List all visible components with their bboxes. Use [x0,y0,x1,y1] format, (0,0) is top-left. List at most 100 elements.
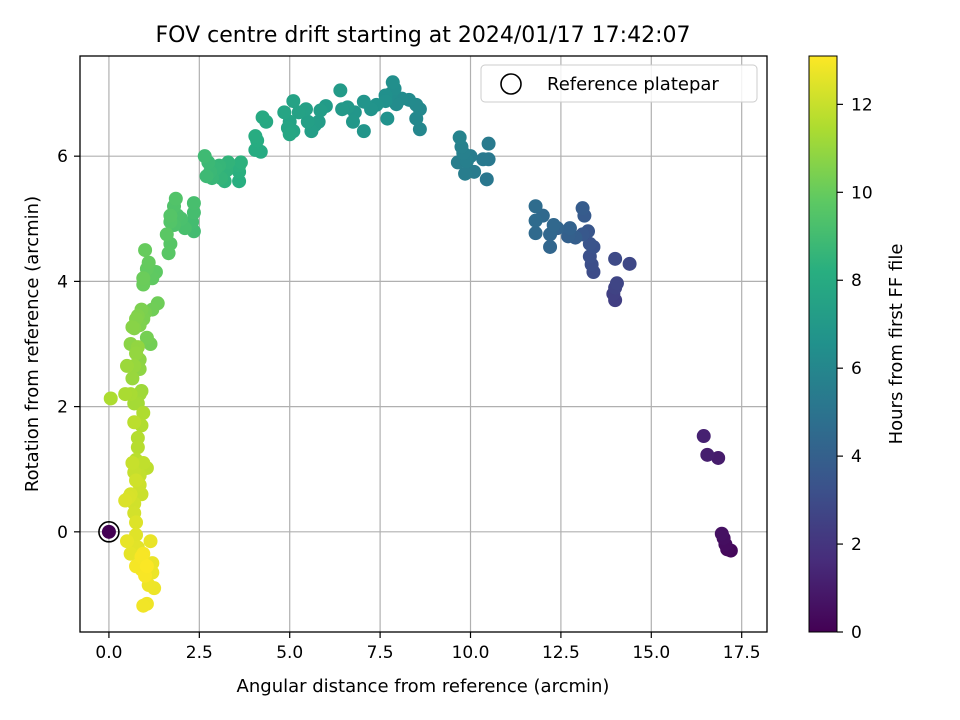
plot-area [80,56,767,632]
colorbar: 0 2 4 6 8 10 12 Hours from first FF file [808,55,907,643]
x-tick-label: 7.5 [367,643,394,663]
colorbar-tick-label: 0 [851,623,862,643]
data-point [476,152,491,167]
data-point [161,246,176,261]
data-point [136,598,151,613]
reference-point [101,524,116,539]
data-point [380,111,395,126]
data-point [159,227,174,242]
data-point [129,346,144,361]
data-point [120,358,135,373]
data-point [335,102,350,117]
data-point [575,201,590,216]
colorbar-ticks: 0 2 4 6 8 10 12 [837,95,873,643]
data-point [255,110,270,125]
data-point [199,169,214,184]
data-point [608,251,623,266]
data-point [136,405,151,420]
data-point [714,526,729,541]
colorbar-tick-label: 2 [851,535,862,555]
y-tick-label: 6 [57,147,68,167]
legend-box [480,64,758,103]
data-point [385,75,400,90]
data-point [163,208,178,223]
data-point [127,415,142,430]
y-axis: 0 2 4 6 [57,147,80,543]
data-point [356,94,371,109]
data-point [125,455,140,470]
data-points [103,75,738,613]
data-point [125,320,140,335]
y-tick-label: 4 [57,272,68,292]
legend-marker-icon [500,73,522,95]
data-point [622,256,637,271]
data-point [711,450,726,465]
data-point [233,155,248,170]
data-point [136,455,151,470]
legend-entry-label: Reference platepar [547,74,719,95]
data-point [248,129,263,144]
data-point [528,199,543,214]
data-point [123,546,138,561]
data-point [546,218,561,233]
x-tick-label: 12.5 [542,643,580,663]
x-tick-label: 5.0 [276,643,303,663]
data-point [125,371,140,386]
x-axis: 0.0 2.5 5.0 7.5 10.0 12.5 15.0 17.5 [95,632,761,663]
data-point [300,114,315,129]
data-point [458,166,473,181]
plot-frame [79,55,768,633]
reference-marker [98,521,120,543]
x-tick-label: 0.0 [95,643,122,663]
data-point [333,83,348,98]
data-point [118,493,133,508]
colorbar-tick-label: 4 [851,447,862,467]
data-point [313,103,328,118]
data-point [452,130,467,145]
data-point [103,391,118,406]
data-point [141,255,156,270]
data-point [479,172,494,187]
x-axis-label: Angular distance from reference (arcmin) [237,676,610,697]
y-axis-label: Rotation from reference (arcmin) [22,196,43,492]
x-tick-label: 15.0 [632,643,670,663]
colorbar-tick-label: 6 [851,359,862,379]
data-point [412,122,427,137]
data-point [120,534,135,549]
data-point [609,276,624,291]
data-point [389,97,404,112]
chart-title: FOV centre drift starting at 2024/01/17 … [156,23,691,48]
data-point [168,191,183,206]
data-point [129,473,144,488]
x-tick-label: 17.5 [723,643,761,663]
data-point [543,239,558,254]
data-point [291,105,306,120]
y-tick-label: 0 [57,523,68,543]
data-point [700,447,715,462]
x-tick-label: 10.0 [452,643,490,663]
data-point [282,127,297,142]
colorbar-tick-label: 8 [851,271,862,291]
data-point [138,243,153,258]
data-point [136,271,151,286]
data-point [129,515,144,530]
y-tick-label: 2 [57,398,68,418]
data-point [528,226,543,241]
data-point [143,534,158,549]
colorbar-gradient [808,55,838,633]
data-point [197,149,212,164]
data-point [130,440,145,455]
colorbar-tick-label: 12 [851,95,873,115]
data-point [562,221,577,236]
data-point [286,94,301,109]
colorbar-label: Hours from first FF file [886,244,907,445]
data-point [277,105,292,120]
data-point [356,124,371,139]
reference-ring [98,521,120,543]
data-point [528,213,543,228]
data-point [345,114,360,129]
data-point [696,429,711,444]
colorbar-tick-label: 10 [851,183,873,203]
legend: Reference platepar [480,64,758,103]
